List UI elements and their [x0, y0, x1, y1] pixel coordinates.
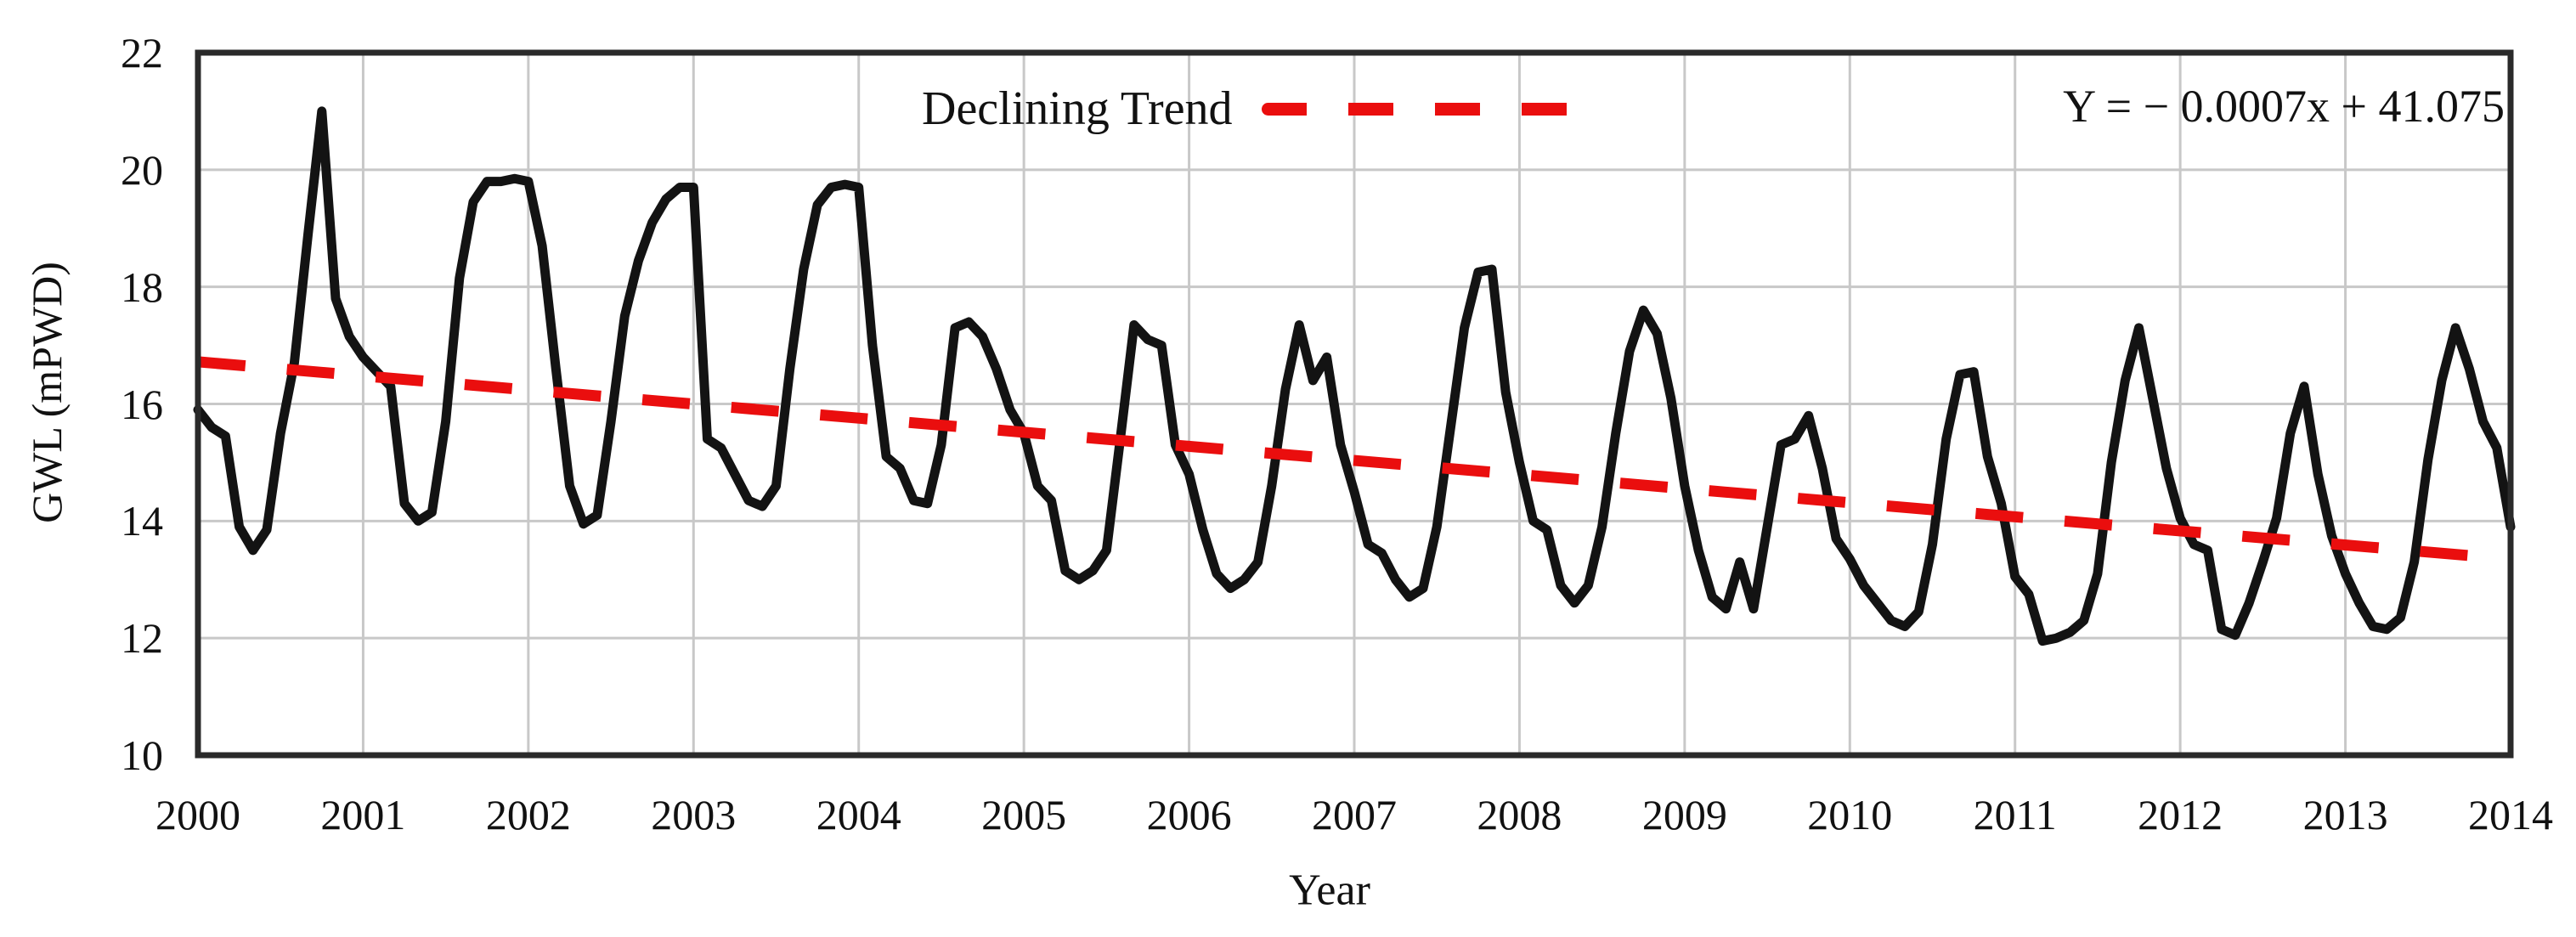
x-tick-label: 2002 — [485, 791, 571, 838]
y-tick-label: 22 — [121, 29, 163, 76]
gwl-series-line — [193, 106, 2516, 646]
gridlines — [198, 53, 2511, 755]
x-tick-label: 2014 — [2468, 791, 2553, 838]
y-tick-label: 12 — [121, 614, 163, 663]
y-tick-label: 14 — [121, 497, 163, 545]
x-tick-label: 2011 — [1973, 791, 2057, 838]
x-tick-label: 2001 — [320, 791, 406, 838]
declining-trend-line — [197, 356, 2511, 565]
y-tick-label: 10 — [121, 731, 163, 779]
plot-border — [195, 49, 2514, 759]
y-tick-label: 16 — [121, 380, 163, 428]
trend-equation: Y = − 0.0007x + 41.075 — [2063, 81, 2505, 132]
y-tick-label: 18 — [121, 262, 163, 311]
x-tick-label: 2006 — [1146, 791, 1232, 838]
x-tick-label: 2008 — [1477, 791, 1562, 838]
x-tick-label: 2003 — [651, 791, 737, 838]
x-tick-label: 2010 — [1807, 791, 1893, 838]
y-tick-label: 20 — [121, 145, 163, 194]
x-tick-label: 2012 — [2138, 791, 2223, 838]
x-tick-label: 2004 — [816, 791, 901, 838]
x-tick-label: 2005 — [981, 791, 1067, 838]
x-tick-label: 2013 — [2302, 791, 2388, 838]
x-tick-label: 2007 — [1312, 791, 1397, 838]
legend-dash-sample — [1261, 102, 1573, 116]
legend-label: Declining Trend — [922, 82, 1233, 135]
x-tick-label: 2000 — [155, 791, 240, 838]
legend: Declining Trend — [922, 82, 1573, 136]
x-axis-title: Year — [1289, 866, 1370, 915]
y-axis-title: GWL (mPWD) — [23, 262, 71, 523]
x-tick-label: 2009 — [1641, 791, 1727, 838]
